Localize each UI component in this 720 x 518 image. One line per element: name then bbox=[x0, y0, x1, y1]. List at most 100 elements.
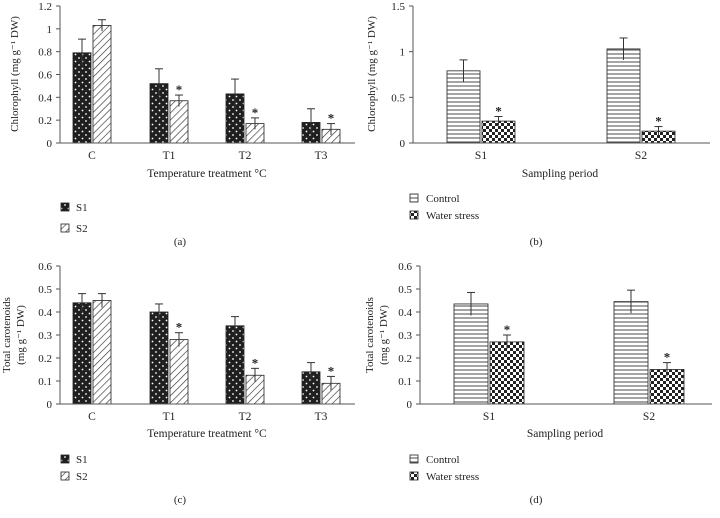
y-tick-label: 0.1 bbox=[398, 376, 412, 388]
y-tick-label: 0.5 bbox=[38, 284, 52, 296]
y-tick-label: 1.2 bbox=[38, 1, 52, 13]
y-tick-label: 1 bbox=[47, 24, 53, 36]
legend: Control Water stress bbox=[409, 454, 479, 483]
significance-asterisk: * bbox=[664, 350, 671, 365]
panel-label: (a) bbox=[174, 236, 187, 248]
bars: ** bbox=[453, 289, 685, 405]
legend-swatch-s2 bbox=[60, 223, 70, 233]
y-tick-label: 0.2 bbox=[38, 115, 52, 127]
y-tick-label: 0.3 bbox=[38, 330, 52, 342]
significance-asterisk: * bbox=[252, 105, 259, 120]
bar bbox=[453, 303, 489, 405]
x-axis-label: Sampling period bbox=[522, 168, 599, 180]
x-tick-label: T3 bbox=[315, 150, 328, 162]
legend-swatch-control bbox=[409, 193, 419, 203]
bars: * * * bbox=[72, 293, 341, 405]
x-tick-label: S1 bbox=[475, 150, 487, 162]
panel-label: (b) bbox=[530, 236, 543, 248]
y-tick-label: 0.2 bbox=[398, 353, 412, 365]
y-tick-label: 0.6 bbox=[38, 261, 52, 273]
y-tick-label: 0.4 bbox=[38, 92, 52, 104]
legend-swatch-s2 bbox=[60, 471, 70, 481]
x-tick-label: T1 bbox=[163, 411, 176, 423]
legend-swatch-water-stress bbox=[409, 471, 419, 481]
x-ticks: S1 S2 bbox=[475, 150, 647, 162]
legend: Control Water stress bbox=[409, 193, 479, 222]
legend-label-s1: S1 bbox=[76, 202, 88, 214]
significance-asterisk: * bbox=[504, 322, 511, 337]
x-tick-label: C bbox=[88, 150, 96, 162]
bar bbox=[606, 48, 641, 144]
legend-swatch-water-stress bbox=[409, 210, 419, 220]
bar bbox=[169, 100, 189, 144]
x-ticks: S1 S2 bbox=[483, 411, 655, 423]
y-tick-label: 0.6 bbox=[398, 261, 412, 273]
y-tick-label: 0 bbox=[407, 399, 413, 411]
bar bbox=[92, 300, 112, 405]
bar bbox=[92, 25, 112, 144]
significance-asterisk: * bbox=[252, 355, 259, 370]
y-axis-label: Chlorophyll (mg g⁻¹ DW) bbox=[366, 16, 378, 132]
y-ticks: 0 0.1 0.2 0.3 0.4 0.5 0.6 bbox=[38, 261, 60, 411]
y-ticks: 0 0.2 0.4 0.6 0.8 1 1.2 bbox=[38, 1, 60, 150]
x-tick-label: T1 bbox=[163, 150, 176, 162]
x-tick-label: T2 bbox=[239, 411, 252, 423]
y-tick-label: 0.5 bbox=[398, 284, 412, 296]
x-tick-label: S2 bbox=[635, 150, 647, 162]
bar bbox=[613, 301, 649, 405]
bar bbox=[489, 341, 525, 405]
x-tick-label: T2 bbox=[239, 150, 252, 162]
legend-label-water-stress: Water stress bbox=[426, 210, 479, 222]
y-tick-label: 0.5 bbox=[391, 92, 405, 104]
panel-b: ** 00.511.5 S1 S2 Chlorophyll (mg g⁻¹ DW)… bbox=[366, 1, 710, 248]
y-axis-label: Chlorophyll (mg g⁻¹ DW) bbox=[9, 16, 21, 132]
bar bbox=[225, 325, 245, 405]
y-tick-label: 0.8 bbox=[38, 47, 52, 59]
y-tick-label: 0.4 bbox=[398, 307, 412, 319]
bar bbox=[72, 302, 92, 405]
x-tick-label: S1 bbox=[483, 411, 495, 423]
significance-asterisk: * bbox=[176, 320, 183, 335]
significance-asterisk: * bbox=[328, 111, 335, 126]
significance-asterisk: * bbox=[176, 82, 183, 97]
bar bbox=[169, 339, 189, 405]
panel-label: (d) bbox=[530, 494, 543, 506]
legend-label-control: Control bbox=[426, 193, 460, 205]
y-tick-label: 0.6 bbox=[38, 70, 52, 82]
x-tick-label: T3 bbox=[315, 411, 328, 423]
y-ticks: 0 0.5 1 1.5 bbox=[391, 1, 413, 150]
panel-a: * * * 0 0.2 0.4 0.6 0.8 1 1.2 C T1 T2 T3 Chlorophyl… bbox=[9, 1, 355, 248]
panel-d: ** 00.10.20.30.40.50.6 S1 S2 Total carote… bbox=[364, 261, 712, 506]
y-tick-label: 0.2 bbox=[38, 353, 52, 365]
significance-asterisk: * bbox=[655, 114, 662, 129]
y-ticks: 0 0.1 0.2 0.3 0.4 0.5 0.6 bbox=[398, 261, 420, 411]
legend-label-s1: S1 bbox=[76, 454, 88, 466]
bars: ** bbox=[446, 37, 676, 144]
y-tick-label: 0 bbox=[400, 138, 406, 150]
y-axis-label-line-1: Total carotenoids bbox=[364, 297, 376, 373]
significance-asterisk: * bbox=[495, 104, 502, 119]
y-axis-label-line-1: Total carotenoids bbox=[1, 297, 13, 373]
y-tick-label: 0 bbox=[47, 399, 53, 411]
y-tick-label: 0.1 bbox=[38, 376, 52, 388]
legend-swatch-control bbox=[409, 454, 419, 464]
y-tick-label: 1.5 bbox=[391, 1, 405, 13]
legend-swatch-s1 bbox=[60, 202, 70, 212]
significance-asterisk: * bbox=[328, 363, 335, 378]
legend-label-s2: S2 bbox=[76, 471, 88, 483]
legend: S1 S2 bbox=[60, 454, 88, 483]
y-tick-label: 0 bbox=[47, 138, 53, 150]
panel-label: (c) bbox=[174, 494, 187, 506]
x-ticks: C T1 T2 T3 bbox=[88, 411, 327, 423]
x-tick-label: C bbox=[88, 411, 96, 423]
legend: S1 S2 bbox=[60, 202, 88, 235]
x-axis-label: Temperature treatment °C bbox=[147, 428, 267, 440]
y-tick-label: 1 bbox=[400, 47, 406, 59]
x-axis-label: Temperature treatment °C bbox=[147, 168, 267, 180]
bars: * * * bbox=[72, 19, 341, 144]
y-tick-label: 0.4 bbox=[38, 307, 52, 319]
legend-label-control: Control bbox=[426, 454, 460, 466]
legend-label-s2: S2 bbox=[76, 223, 88, 235]
bar bbox=[149, 311, 169, 405]
x-ticks: C T1 T2 T3 bbox=[88, 150, 327, 162]
